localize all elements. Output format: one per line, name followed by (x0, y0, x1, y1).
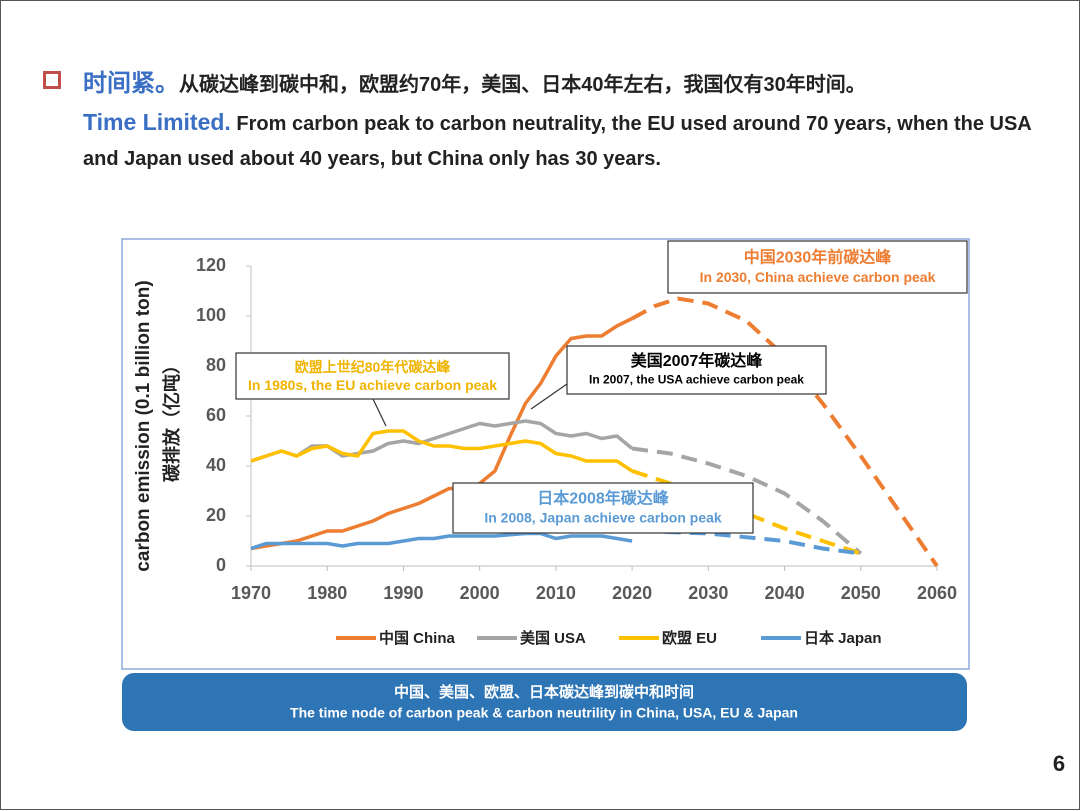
x-tick-label: 1970 (231, 583, 271, 603)
annotation-box (452, 482, 754, 534)
annotation-pointer (530, 383, 568, 410)
projection-line (631, 296, 939, 568)
x-tick-label: 2010 (536, 583, 576, 603)
x-tick-label: 2020 (612, 583, 652, 603)
footer-text-cn: 中国、美国、欧盟、日本碳达峰到碳中和时间 (394, 683, 694, 701)
series-line (250, 316, 633, 551)
projection-line (631, 446, 863, 556)
annotation-text: In 1980s, the EU achieve carbon peak (248, 377, 497, 393)
bullet (43, 71, 61, 89)
legend-label: 美国 USA (520, 629, 586, 647)
series-line (250, 419, 634, 463)
legend-label: 中国 China (379, 629, 455, 647)
y-tick-label: 120 (196, 255, 226, 275)
annotation-title: 欧盟上世纪80年代碳达峰 (295, 359, 452, 375)
header-title-cn: 时间紧。 (83, 70, 179, 97)
x-tick-label: 2060 (917, 583, 957, 603)
annotation-title: 日本2008年碳达峰 (537, 489, 670, 508)
annotation-text: In 2030, China achieve carbon peak (700, 269, 936, 285)
header-en: Time Limited. From carbon peak to carbon… (83, 105, 1058, 177)
x-tick-label: 1990 (383, 583, 423, 603)
x-tick-label: 2000 (460, 583, 500, 603)
y-axis-title: carbon emission (0.1 billion ton) (133, 280, 154, 571)
footer-text-en: The time node of carbon peak & carbon ne… (290, 705, 798, 721)
y-tick-label: 80 (206, 355, 226, 375)
annotation-text: In 2007, the USA achieve carbon peak (589, 373, 804, 387)
header-cn: 时间紧。从碳达峰到碳中和，欧盟约70年，美国、日本40年左右，我国仅有30年时间… (83, 63, 866, 98)
annotation-box (235, 352, 510, 400)
annotation-box (566, 345, 827, 395)
annotation-title: 中国2030年前碳达峰 (744, 247, 893, 266)
chart-frame (121, 238, 970, 670)
page-number: 6 (1053, 751, 1065, 776)
annotation-title: 美国2007年碳达峰 (631, 351, 764, 370)
y-tick-label: 40 (206, 455, 226, 475)
y-tick-label: 60 (206, 405, 226, 425)
y-tick-label: 20 (206, 505, 226, 525)
x-tick-label: 2030 (688, 583, 728, 603)
header-title-en: Time Limited. (83, 109, 231, 135)
x-tick-label: 2050 (841, 583, 881, 603)
header-text-cn: 从碳达峰到碳中和，欧盟约70年，美国、日本40年左右，我国仅有30年时间。 (179, 74, 866, 96)
series-line (250, 429, 634, 473)
annotation-text: In 2008, Japan achieve carbon peak (484, 510, 722, 526)
series-line (250, 531, 633, 551)
x-tick-label: 1980 (307, 583, 347, 603)
legend-label: 日本 Japan (804, 629, 882, 647)
annotation-box (667, 240, 968, 294)
annotation-pointer (372, 398, 387, 427)
footer-banner (122, 673, 967, 731)
header-text-en: From carbon peak to carbon neutrality, t… (83, 113, 1032, 170)
y-tick-label: 100 (196, 305, 226, 325)
y-tick-label: 0 (216, 555, 226, 575)
legend-label: 欧盟 EU (662, 629, 717, 647)
y-axis-title-cn: 碳排放（亿吨） (161, 356, 182, 482)
x-tick-label: 2040 (765, 583, 805, 603)
